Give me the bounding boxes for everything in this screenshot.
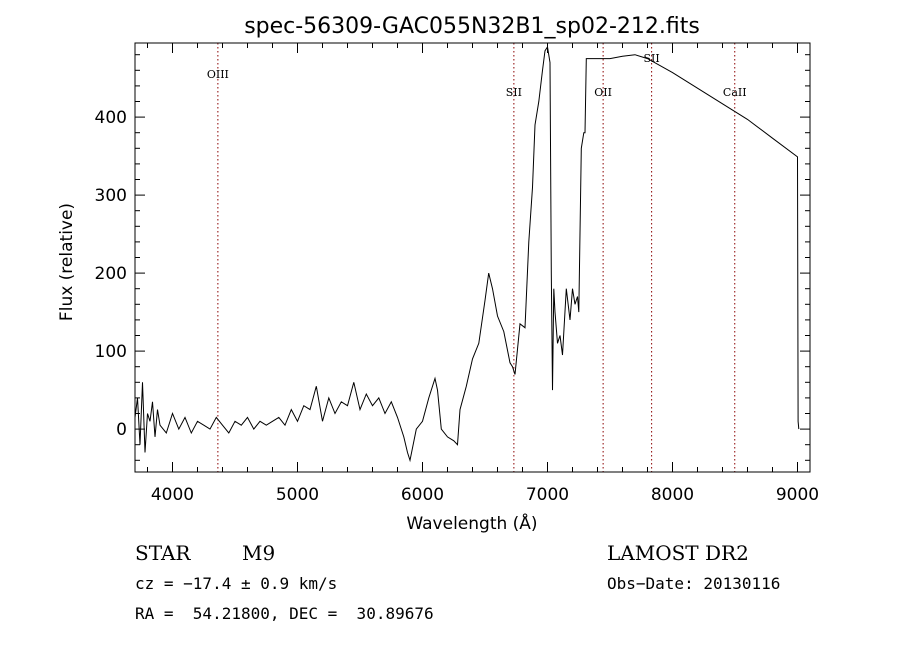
spectral-line-label: SII xyxy=(644,52,660,65)
y-tick-label: 200 xyxy=(95,264,127,284)
spectral-line-label: SII xyxy=(506,86,522,99)
spectrum-series xyxy=(134,45,800,463)
observation-date: Obs−Date: 20130116 xyxy=(607,574,781,593)
x-tick-label: 7000 xyxy=(526,485,569,505)
x-tick-label: 9000 xyxy=(776,485,819,505)
object-subclass: M9 xyxy=(242,541,276,565)
chart-title: spec-56309-GAC055N32B1_sp02-212.fits xyxy=(244,14,700,39)
object-type: STAR xyxy=(135,541,191,565)
y-tick-label: 0 xyxy=(116,420,127,440)
plot-frame xyxy=(134,42,811,473)
y-axis-label: Flux (relative) xyxy=(57,203,77,321)
sky-coordinates: RA = 54.21800, DEC = 30.89676 xyxy=(135,604,434,623)
spectral-line-label: OII xyxy=(594,86,612,99)
x-tick-label: 8000 xyxy=(651,485,694,505)
redshift-velocity: cz = −17.4 ± 0.9 km/s xyxy=(135,574,338,593)
x-tick-label: 6000 xyxy=(401,485,444,505)
x-tick-label: 4000 xyxy=(151,485,194,505)
x-axis-label: Wavelength (Å) xyxy=(406,512,537,534)
spectral-line-markers: OIII SII OII SII CaII xyxy=(207,43,747,472)
y-tick-label: 100 xyxy=(95,342,127,362)
y-tick-label: 300 xyxy=(95,186,127,206)
survey-name: LAMOST DR2 xyxy=(607,541,749,565)
y-tick-label: 400 xyxy=(95,108,127,128)
spectrum-line xyxy=(134,45,800,463)
spectral-line-label: OIII xyxy=(207,68,229,81)
axis-ticks: 4000 5000 6000 7000 8000 9000 0 100 200 300 400 xyxy=(95,43,819,505)
spectral-line-label: CaII xyxy=(723,86,747,99)
x-tick-label: 5000 xyxy=(276,485,319,505)
